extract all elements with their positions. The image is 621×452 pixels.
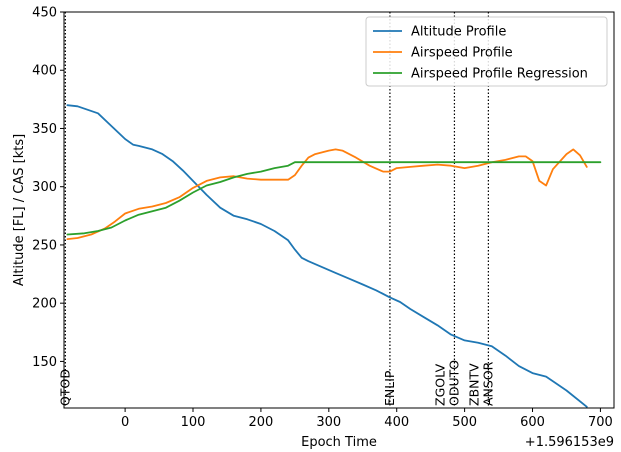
legend-entry: Altitude Profile	[411, 25, 506, 40]
plot-frame	[63, 11, 615, 409]
waypoint-label: ODUTO	[446, 360, 461, 406]
series-line	[66, 148, 588, 241]
y-tick-label: 250	[32, 238, 57, 253]
series-line	[66, 161, 602, 236]
x-axis-label: Epoch Time	[301, 435, 377, 450]
series-layer	[66, 104, 602, 408]
x-tick-layer: 0 100 200 300 400 500 600 700	[121, 408, 613, 430]
legend-box	[365, 16, 608, 87]
legend-entry: Airspeed Profile Regression	[411, 67, 588, 82]
waypoint-label: ANSOR	[480, 361, 495, 406]
y-axis-label: Altitude [FL] / CAS [kts]	[12, 134, 27, 286]
x-tick-label: 500	[452, 415, 477, 430]
x-tick-label: 200	[248, 415, 273, 430]
y-tick-label: 400	[32, 64, 57, 79]
x-tick-label: 300	[316, 415, 341, 430]
x-tick-label: 100	[181, 415, 206, 430]
y-tick-label: 350	[32, 122, 57, 137]
legend: Altitude Profile Airspeed Profile Airspeed…	[365, 16, 608, 87]
waypoint-layer: QTOD ENLIP ZGOLV ODUTO ZBNTV ANSOR	[57, 12, 495, 408]
waypoint-label: ZGOLV	[432, 363, 447, 406]
x-tick-label: 600	[520, 415, 545, 430]
legend-entry: Airspeed Profile	[411, 46, 513, 61]
y-tick-layer: 150 200 250 300 350 400 450	[32, 6, 64, 370]
x-offset-label: +1.596153e9	[525, 435, 614, 450]
y-tick-label: 200	[32, 297, 57, 312]
waypoint-label: ENLIP	[382, 370, 397, 406]
y-tick-label: 450	[32, 6, 57, 21]
waypoint-label: ZBNTV	[466, 363, 481, 406]
x-tick-label: 700	[588, 415, 613, 430]
y-tick-label: 300	[32, 180, 57, 195]
x-tick-label: 0	[121, 415, 129, 430]
x-tick-label: 400	[384, 415, 409, 430]
y-tick-label: 150	[32, 355, 57, 370]
waypoint-label: QTOD	[57, 369, 72, 406]
series-line	[66, 104, 588, 408]
